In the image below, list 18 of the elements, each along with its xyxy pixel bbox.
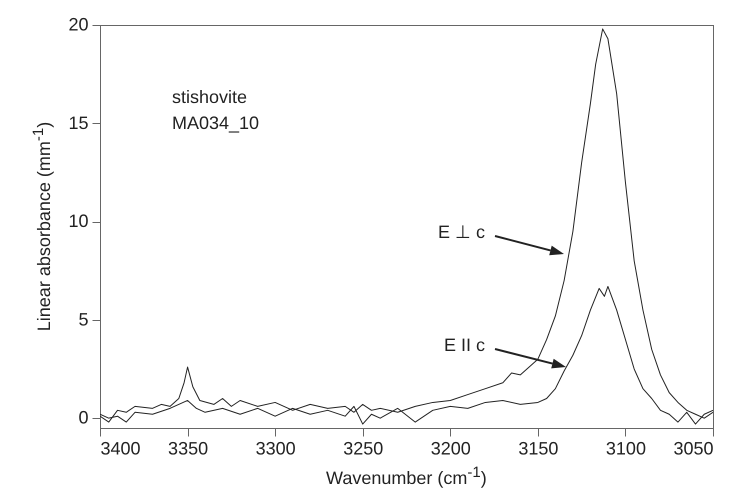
y-tick-label: 15 — [68, 112, 88, 133]
x-tick-label: 3250 — [343, 438, 384, 458]
annotation: E II c — [444, 334, 486, 356]
x-tick-label: 3150 — [518, 438, 558, 458]
x-tick-label: 3350 — [168, 438, 208, 458]
x-tick-label: 3200 — [430, 438, 471, 458]
annotation: E ⊥ c — [438, 221, 486, 243]
y-tick-label: 5 — [78, 309, 88, 330]
y-tick-label: 0 — [78, 408, 88, 428]
x-axis-title: Wavenumber (cm$^{-1}$) — [326, 464, 487, 489]
annotation: stishovite — [172, 87, 248, 108]
annotation: MA034_10 — [172, 113, 260, 134]
x-tick-label: 3050 — [673, 438, 714, 458]
x-tick-label: 3100 — [606, 438, 646, 458]
x-tick-label: 3300 — [256, 438, 296, 458]
x-tick-label: 3400 — [100, 438, 141, 458]
y-tick-label: 10 — [68, 211, 88, 232]
y-tick-label: 20 — [68, 14, 88, 34]
